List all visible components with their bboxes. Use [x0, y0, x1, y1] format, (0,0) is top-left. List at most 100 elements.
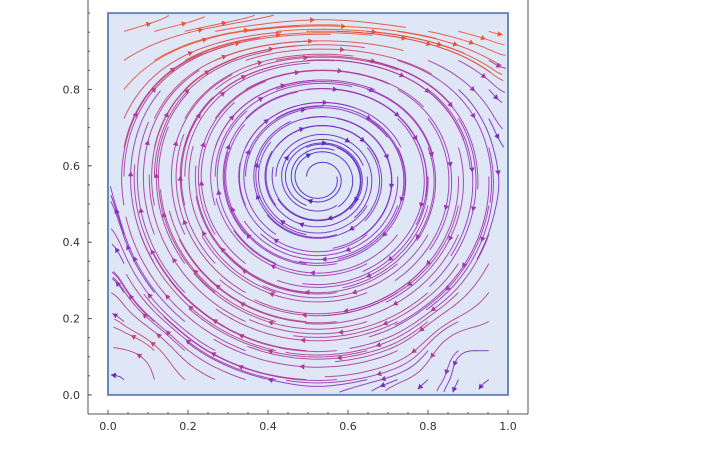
streamline-arrow: [310, 17, 316, 23]
streamline-arrow: [480, 35, 486, 41]
streamline-arrow: [430, 306, 437, 312]
streamline-arrow: [382, 320, 389, 326]
streamline-arrow: [153, 172, 160, 178]
streamline-arrow: [225, 144, 231, 150]
streamline-arrow: [187, 51, 194, 57]
streamline-arrow: [136, 353, 143, 359]
streamline-arrow: [379, 382, 386, 388]
streamline-arrow: [115, 281, 121, 287]
x-tick-label: 0.4: [259, 420, 277, 433]
streamline-arrow: [468, 39, 475, 45]
streamline-arrow: [424, 87, 430, 93]
streamline-arrow: [234, 41, 241, 47]
streamline-arrow: [387, 255, 394, 261]
streamline-arrow: [133, 256, 138, 262]
streamline-arrow: [447, 101, 453, 108]
streamline-arrow: [193, 269, 199, 275]
streamline-arrow: [268, 320, 274, 326]
streamline-arrow: [145, 21, 152, 28]
streamline-arrow: [138, 207, 144, 214]
streamline-arrow: [337, 68, 343, 74]
streamline-arrow: [359, 136, 365, 143]
streamline-arrow: [341, 23, 347, 29]
streamline-arrow: [115, 247, 120, 254]
streamline-arrow: [270, 264, 277, 270]
streamline-arrow: [382, 231, 388, 237]
streamline-arrow: [243, 27, 250, 34]
streamline-arrow: [365, 272, 372, 278]
streamline-arrow: [462, 262, 468, 268]
streamline-arrow: [257, 60, 263, 66]
y-tick-label: 0.8: [63, 83, 81, 96]
x-tick-label: 0.8: [419, 420, 437, 433]
streamline-arrow: [150, 341, 156, 347]
streamline: [385, 321, 490, 392]
streamline-arrow: [273, 238, 280, 244]
streamline-arrow: [156, 333, 162, 339]
streamline-arrow: [182, 219, 188, 225]
streamline-arrow: [309, 270, 315, 276]
streamline: [488, 118, 505, 148]
streamline-arrow: [388, 183, 395, 189]
streamline-arrow: [185, 339, 192, 345]
streamline-arrow: [172, 140, 179, 147]
streamline-arrow: [452, 41, 459, 47]
streamline-arrow: [425, 40, 432, 47]
streamline-arrow: [345, 246, 351, 252]
streamline-arrow: [444, 369, 450, 375]
streamline-arrow: [343, 307, 349, 314]
streamline: [339, 350, 429, 393]
streamline-arrow: [338, 329, 344, 335]
streamline: [112, 271, 246, 381]
streamline-arrow: [239, 302, 246, 308]
x-tick-label: 1.0: [499, 420, 517, 433]
streamline-arrow: [322, 99, 328, 106]
x-tick-label: 0.6: [339, 420, 357, 433]
streamline-arrow: [172, 257, 178, 264]
streamline-arrow: [147, 293, 153, 299]
streamline-arrow: [407, 280, 413, 286]
streamline: [184, 14, 255, 32]
streamline-arrow: [448, 235, 454, 242]
streamlines: [109, 14, 507, 393]
streamline-arrow: [305, 153, 312, 159]
streamline-arrow: [204, 70, 210, 76]
streamline-arrow: [376, 370, 382, 377]
streamline-arrow: [294, 70, 300, 76]
streamline-arrow: [349, 225, 355, 231]
streamline-arrow: [365, 114, 372, 120]
streamline-arrow: [301, 312, 307, 318]
streamline: [111, 243, 125, 264]
x-tick-label: 0.0: [99, 420, 117, 433]
streamline-arrow: [197, 27, 204, 33]
streamline: [110, 195, 125, 235]
streamline-arrow: [339, 46, 346, 53]
streamline-arrow: [478, 383, 484, 390]
streamline-arrow: [127, 171, 134, 177]
streamline-arrow: [216, 189, 222, 195]
streamline: [123, 14, 274, 61]
streamline-arrow: [375, 341, 382, 348]
streamline-arrow: [492, 94, 499, 100]
streamline-arrow: [299, 364, 305, 370]
streamline: [110, 228, 216, 352]
streamline-arrow: [327, 215, 333, 221]
streamline-arrow: [268, 46, 274, 52]
streamline-arrow: [497, 31, 503, 37]
streamline-arrow: [221, 20, 227, 27]
streamline-arrow: [436, 41, 443, 47]
streamline: [110, 292, 216, 381]
streamline-arrow: [452, 360, 458, 367]
y-tick-label: 0.0: [63, 389, 81, 402]
streamline-arrow: [126, 244, 132, 251]
streamline-arrow: [220, 247, 226, 253]
streamline-arrow: [280, 220, 286, 226]
streamline-arrow: [412, 135, 418, 141]
streamline-arrow: [267, 349, 274, 355]
streamline-arrow: [112, 313, 119, 319]
streamline-arrow: [471, 206, 477, 212]
streamline-arrow: [240, 75, 247, 81]
y-tick-label: 0.2: [63, 313, 81, 326]
streamline-arrow: [419, 326, 425, 332]
streamline-arrow: [188, 305, 194, 311]
